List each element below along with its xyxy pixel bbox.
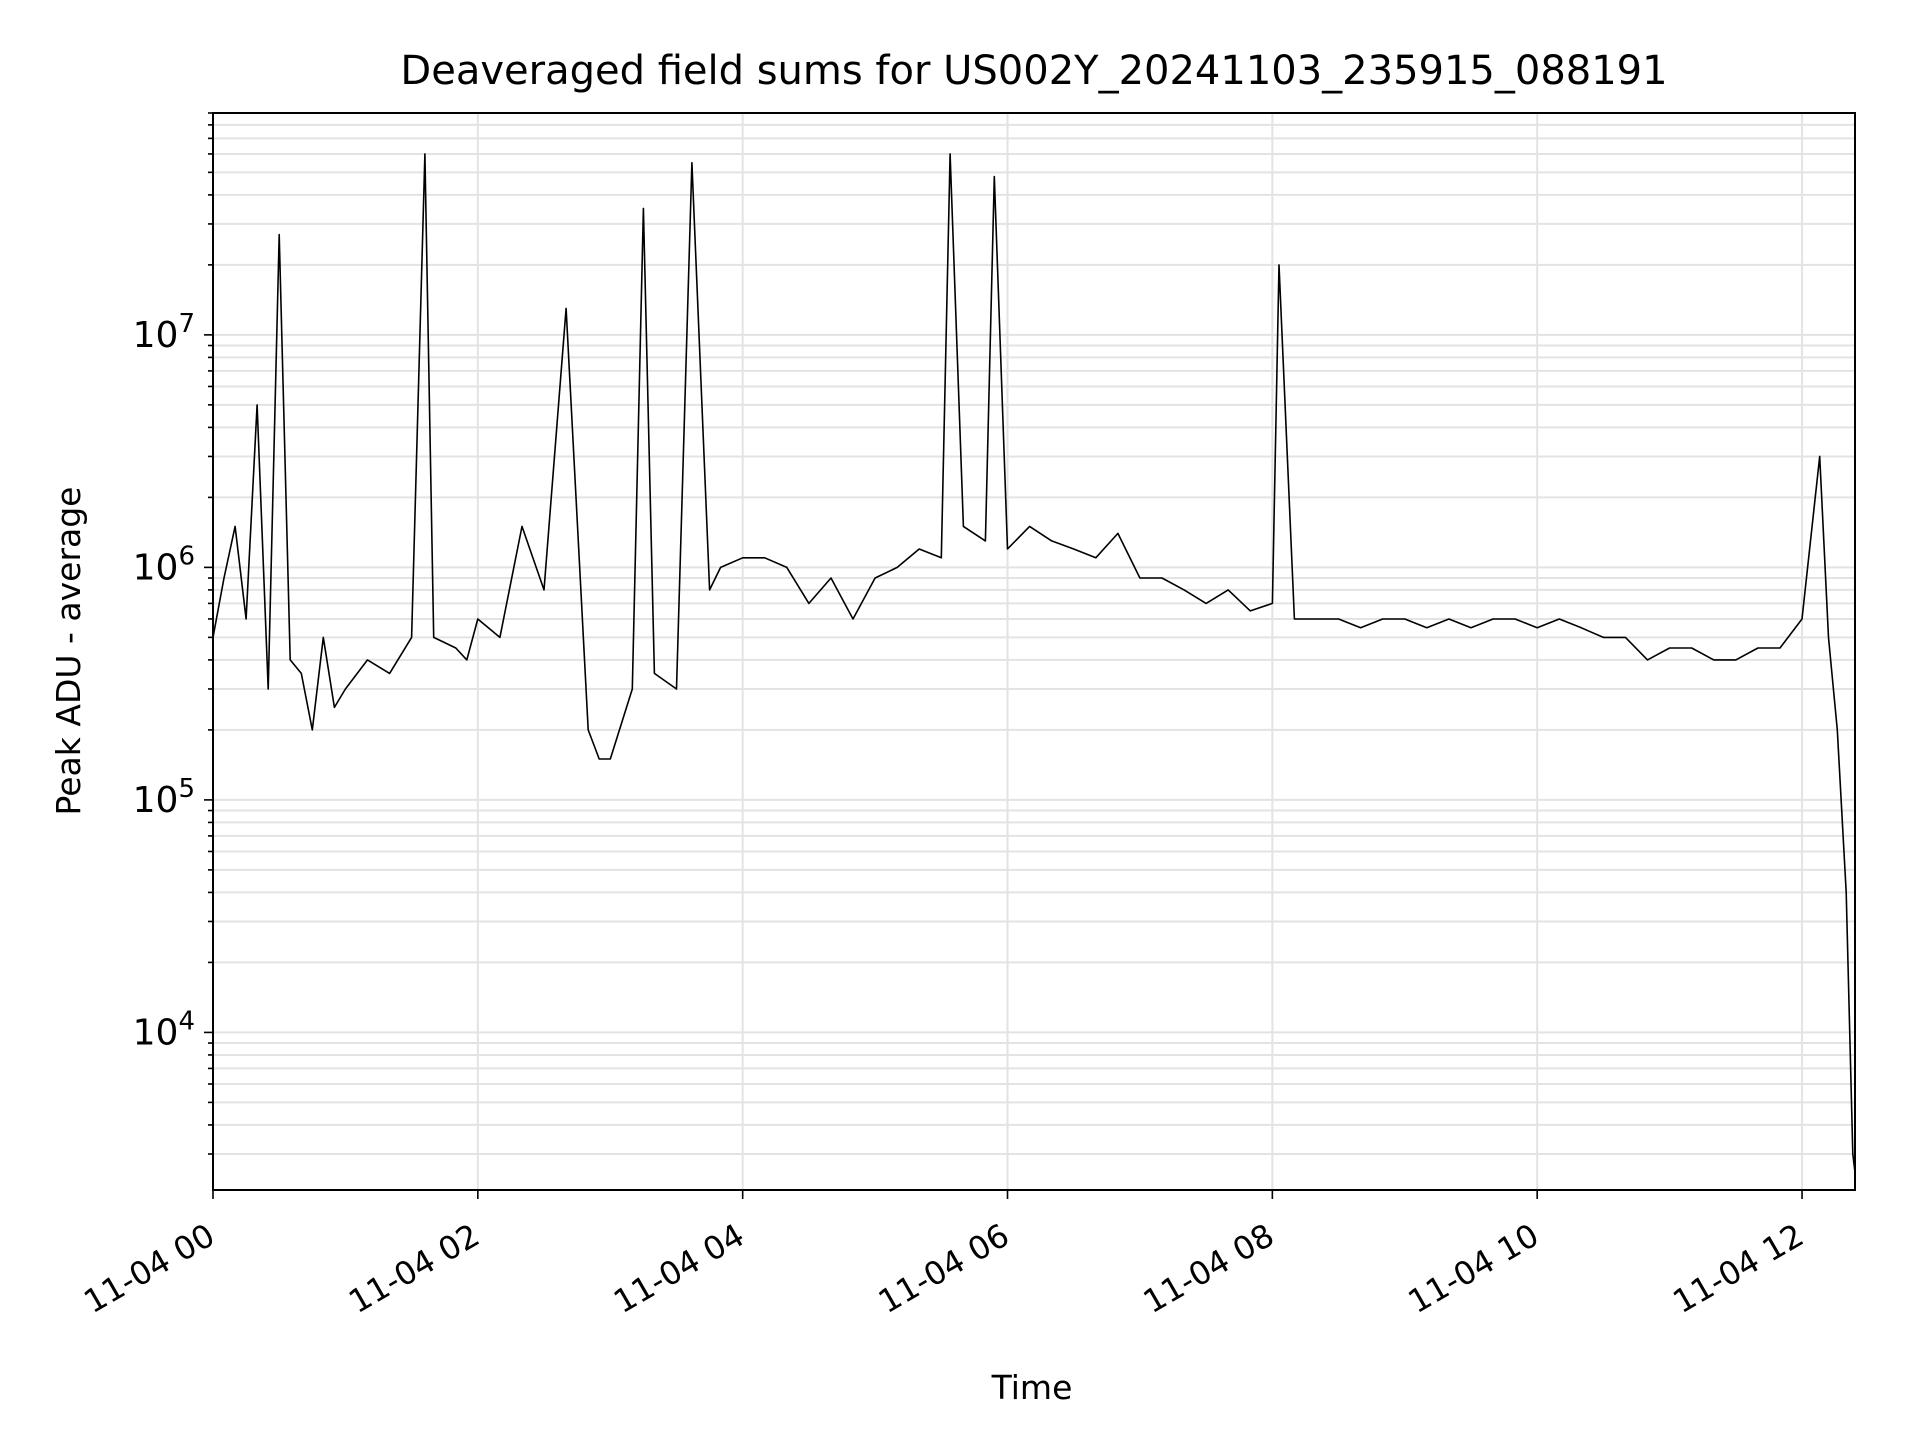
y-tick-label: 105: [133, 774, 195, 821]
x-axis-label: Time: [991, 1368, 1073, 1407]
y-tick-label-exponent: 7: [178, 309, 195, 339]
y-tick-label-exponent: 5: [178, 774, 195, 804]
y-tick-label-base: 10: [133, 547, 179, 588]
grid-lines: [212, 112, 1855, 1190]
y-tick-label-base: 10: [133, 780, 179, 821]
y-tick-label-exponent: 6: [178, 541, 195, 571]
y-tick-label: 107: [133, 309, 195, 356]
y-tick-label: 104: [133, 1006, 195, 1053]
data-line-layer: [212, 153, 1856, 1173]
y-tick-label: 106: [133, 541, 195, 588]
plot-frame: [212, 112, 1856, 1191]
y-tick-label-base: 10: [133, 315, 179, 356]
chart-title: Deaveraged field sums for US002Y_2024110…: [400, 48, 1667, 94]
y-tick-label-base: 10: [133, 1012, 179, 1053]
y-tick-label-exponent: 4: [178, 1006, 195, 1036]
series-line: [212, 153, 1856, 1173]
y-axis-label: Peak ADU - average: [49, 487, 88, 816]
